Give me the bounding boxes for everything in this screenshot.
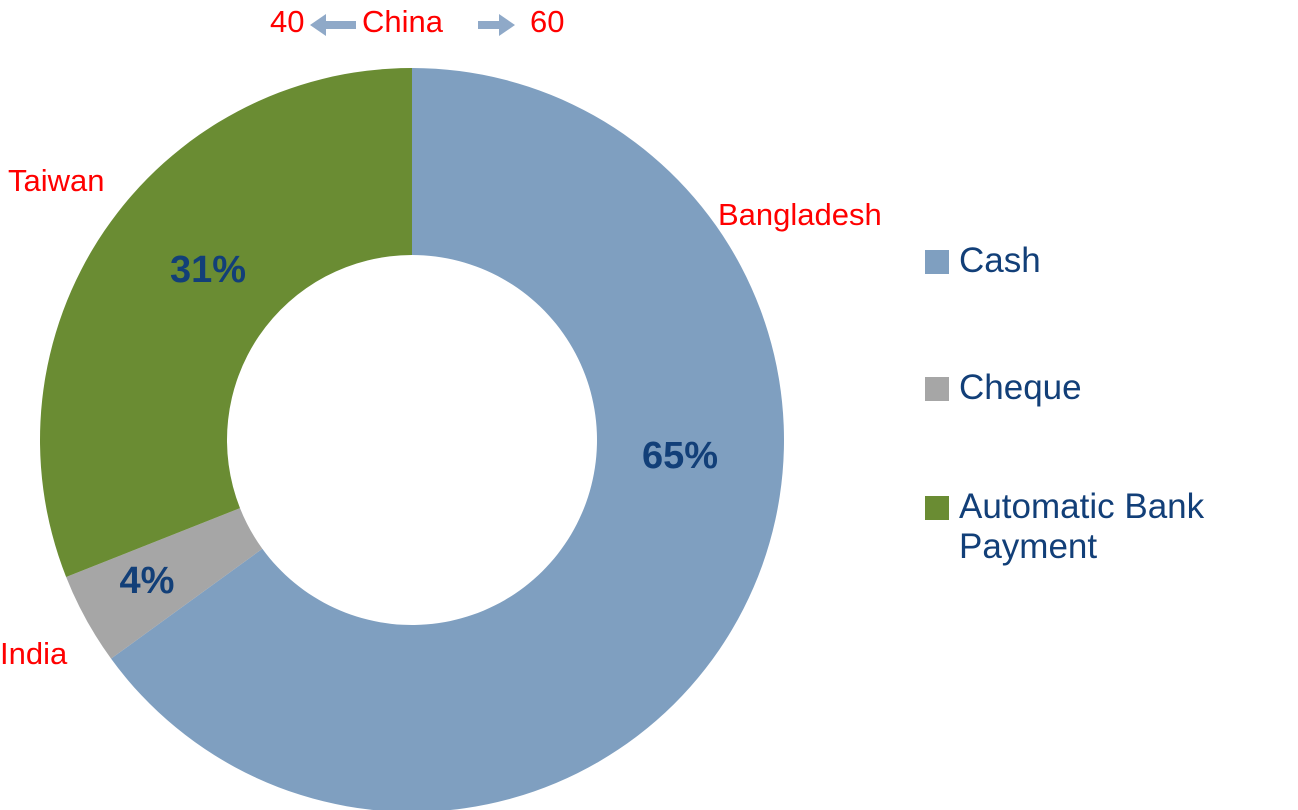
- legend-item: Cheque: [925, 368, 1295, 408]
- legend-item: Automatic Bank Payment: [925, 487, 1295, 567]
- donut-slice: [111, 68, 784, 810]
- annotation: China: [362, 4, 444, 39]
- annotation: 40: [270, 4, 304, 39]
- legend-label: Cash: [959, 241, 1041, 280]
- donut-slice: [66, 508, 263, 659]
- data-label: 4%: [120, 560, 175, 602]
- annotation: India: [0, 636, 68, 671]
- donut-slice: [40, 68, 413, 577]
- legend-label: Automatic Bank Payment: [959, 487, 1205, 566]
- legend-label: Cheque: [959, 368, 1082, 407]
- legend-swatch: [925, 250, 949, 274]
- annotation: Bangladesh: [718, 197, 882, 232]
- legend-swatch: [925, 377, 949, 401]
- arrow-right: [478, 14, 515, 36]
- data-label: 65%: [642, 435, 718, 477]
- legend-item: Cash: [925, 241, 1295, 281]
- annotation: Taiwan: [8, 163, 105, 198]
- annotation: 60: [530, 4, 564, 39]
- legend-swatch: [925, 496, 949, 520]
- data-label: 31%: [170, 249, 246, 291]
- arrow-left: [310, 14, 356, 36]
